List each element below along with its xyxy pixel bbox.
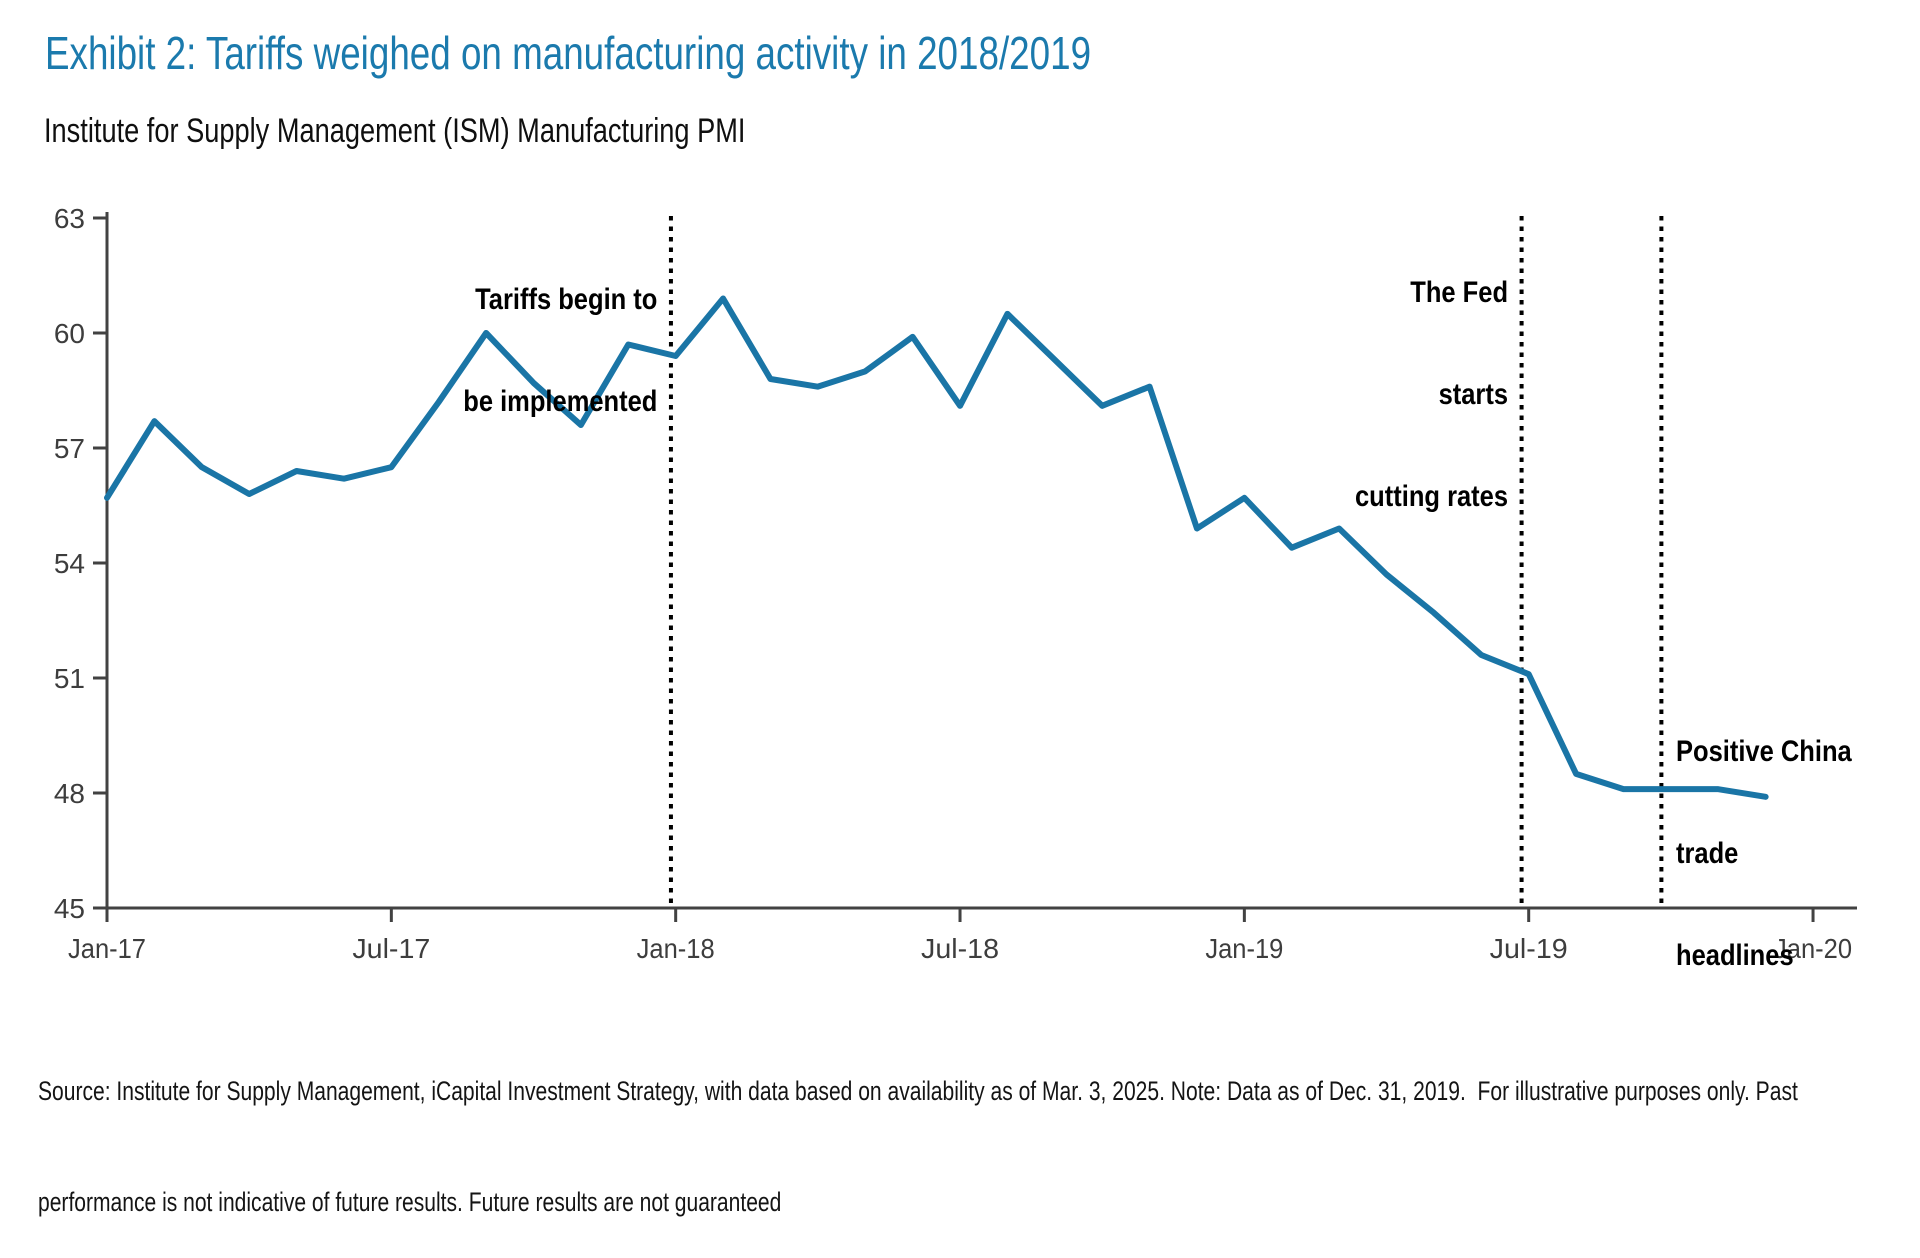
annotation-line: starts [1438, 378, 1508, 411]
annotation-line: cutting rates [1354, 480, 1508, 513]
annotation-fed-rate-cuts: The Fed starts cutting rates [1355, 208, 1508, 548]
pmi-line-chart: 63 60 57 54 51 48 45 Jan-17 Jul-17 Jan-18 Jul-18 Ja… [54, 203, 1857, 964]
annotation-line: Tariffs begin to [474, 283, 657, 316]
annotation-china-trade: Positive China trade headlines [1676, 667, 1852, 1007]
source-line: performance is not indicative of future … [38, 1187, 782, 1217]
y-tick-label: 51 [54, 663, 85, 694]
source-note: Source: Institute for Supply Management,… [38, 999, 1798, 1258]
x-tick-label: Jan-17 [68, 933, 146, 964]
y-tick-label: 60 [54, 318, 85, 349]
y-tick-label: 54 [54, 548, 85, 579]
y-tick-label: 63 [54, 203, 85, 234]
x-tick-label: Jul-18 [921, 933, 999, 964]
pmi-series-line [104, 295, 1769, 800]
x-tick-label: Jan-18 [637, 933, 715, 964]
x-tick-label: Jan-19 [1205, 933, 1283, 964]
y-tick-label: 45 [54, 893, 85, 924]
x-tick-label: Jan-20 [1774, 933, 1852, 964]
x-tick-label: Jul-17 [352, 933, 430, 964]
chart-subtitle: Institute for Supply Management (ISM) Ma… [44, 112, 746, 150]
annotation-tariffs: Tariffs begin to be implemented [463, 215, 657, 453]
annotation-line: be implemented [462, 385, 657, 418]
y-tick-label: 57 [54, 433, 85, 464]
y-tick-label: 48 [54, 778, 85, 809]
source-line: Source: Institute for Supply Management,… [38, 1076, 1798, 1106]
annotation-line: The Fed [1409, 276, 1508, 309]
annotation-line: trade [1676, 837, 1739, 870]
annotation-line: Positive China [1676, 735, 1853, 768]
x-tick-label: Jul-19 [1490, 933, 1568, 964]
exhibit-title: Exhibit 2: Tariffs weighed on manufactur… [45, 27, 1092, 79]
annotation-line: headlines [1676, 939, 1795, 972]
